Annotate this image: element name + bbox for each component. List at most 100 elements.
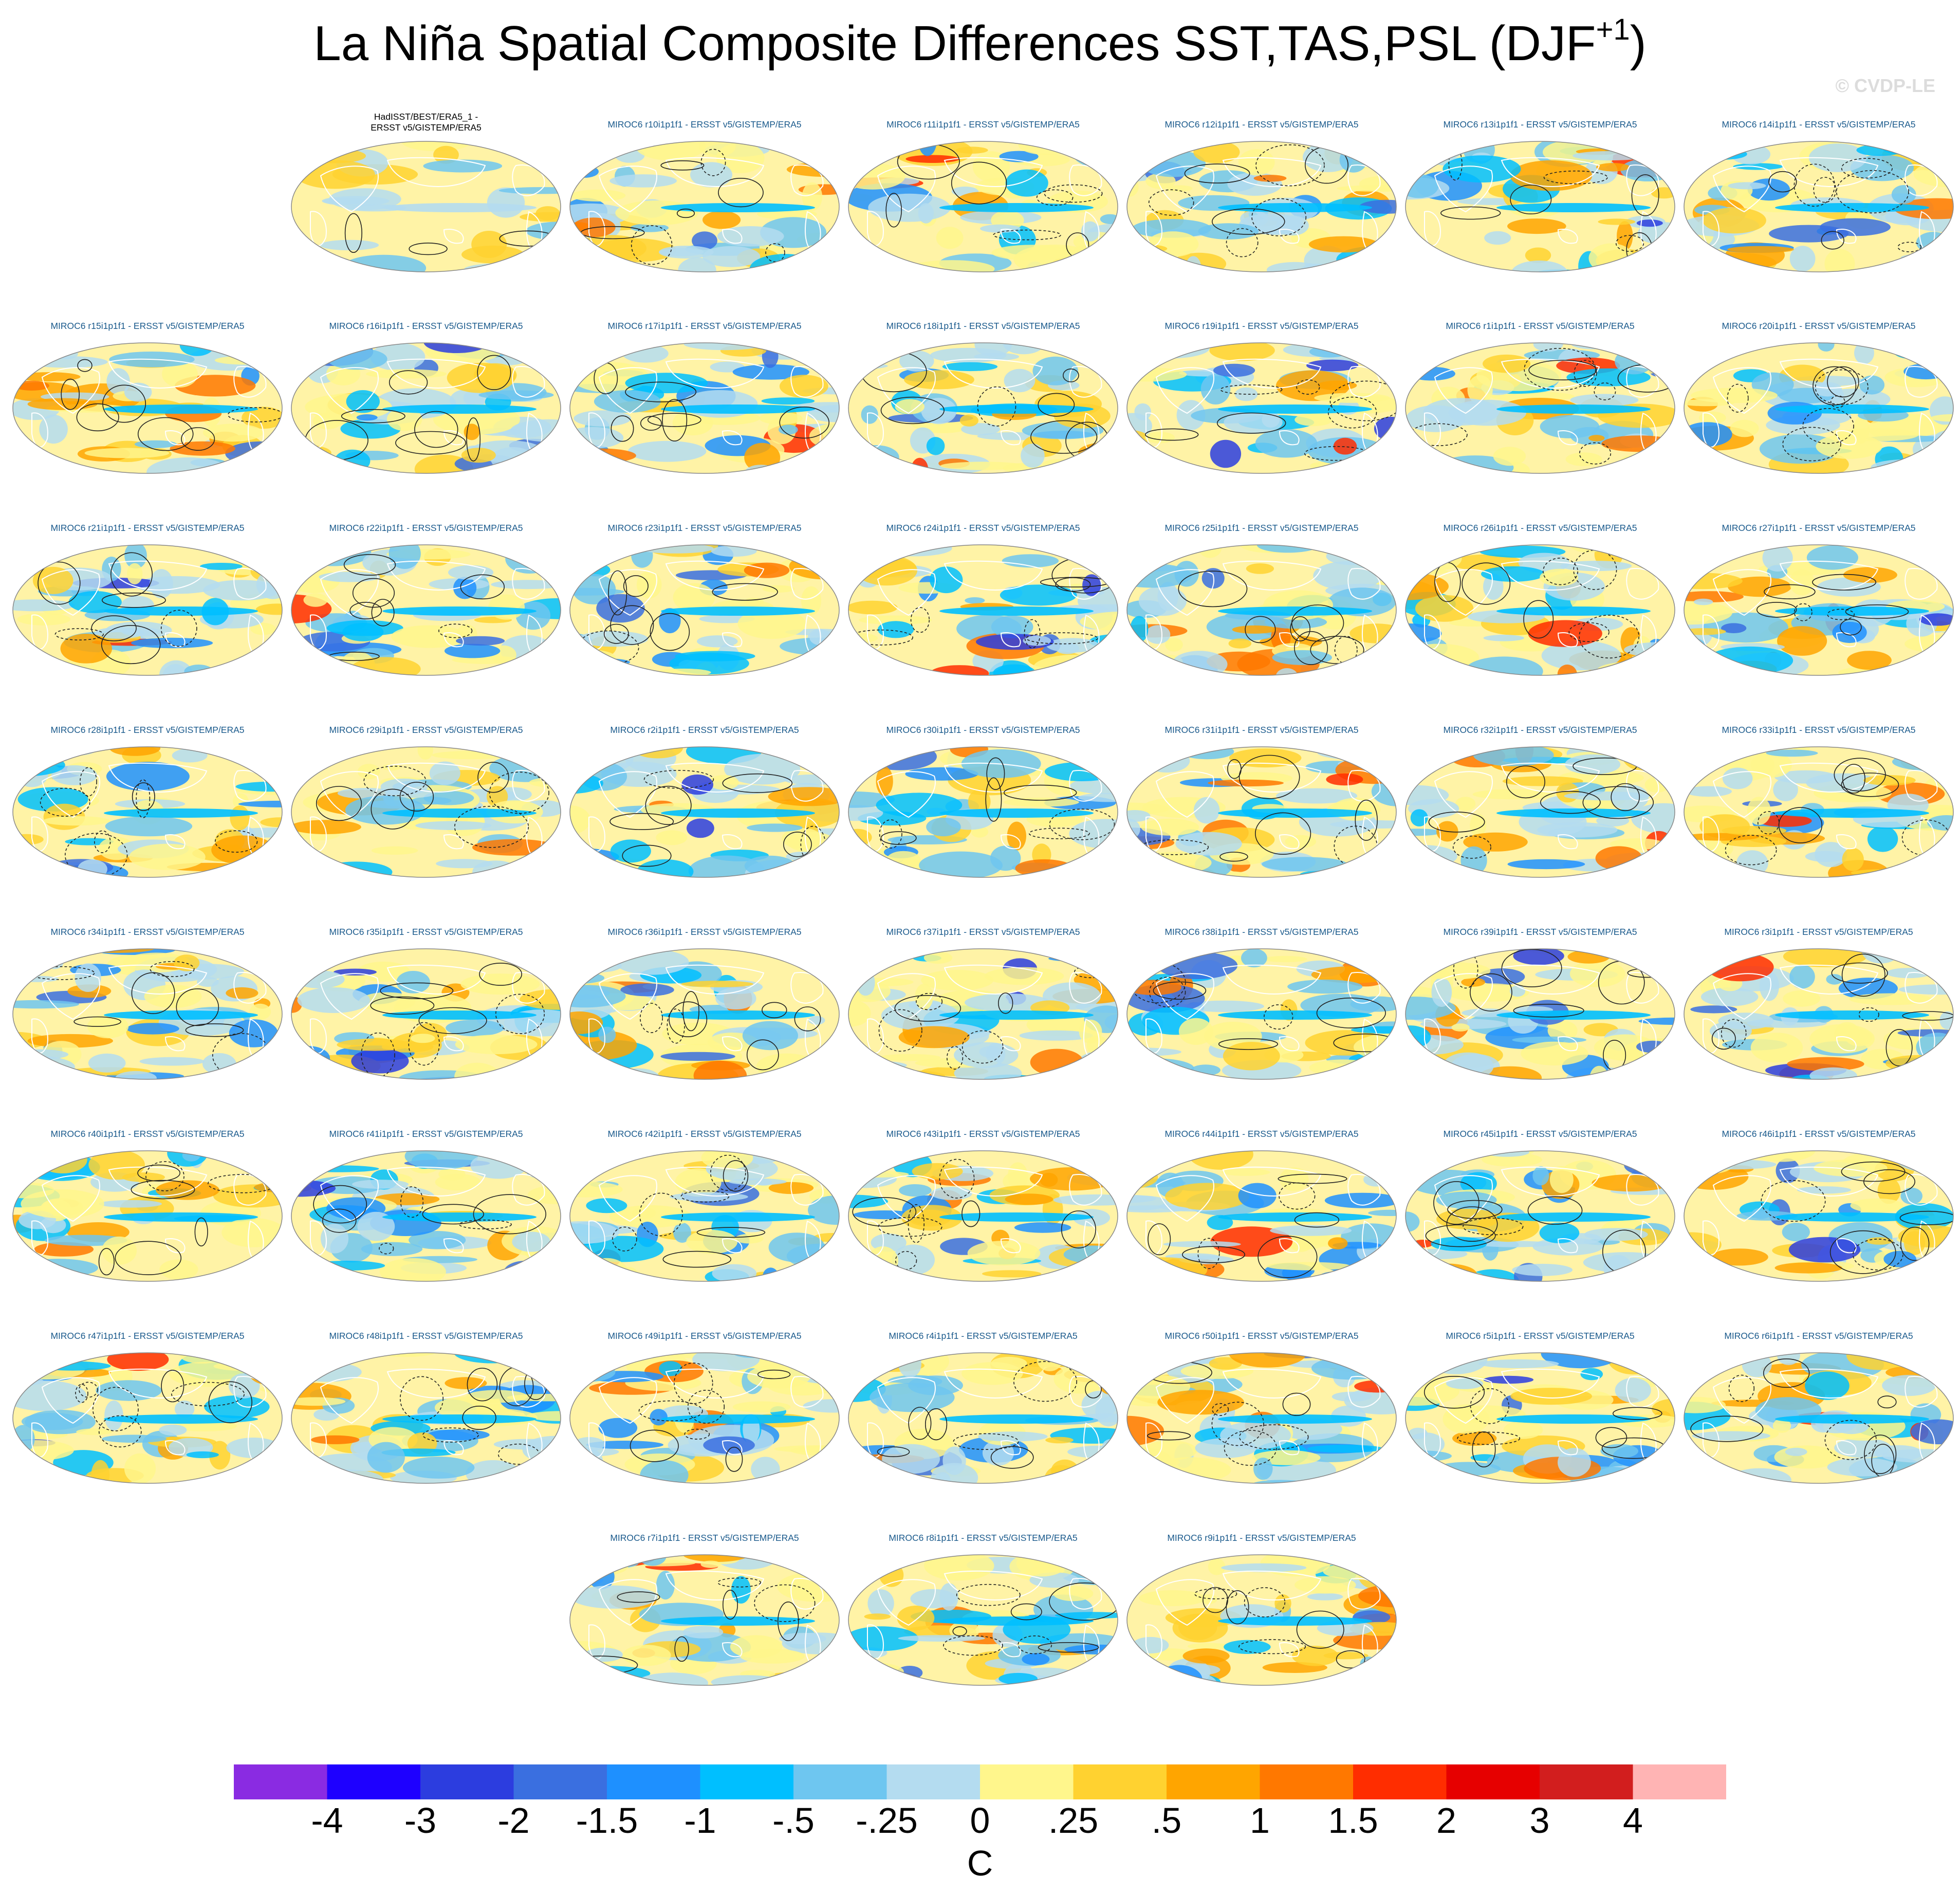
anomaly-blob	[386, 407, 422, 431]
anomaly-blob	[21, 1189, 104, 1219]
anomaly-blob	[481, 949, 547, 957]
anomaly-blob	[905, 155, 960, 163]
anomaly-blob	[1171, 1074, 1207, 1079]
psl-contour	[422, 1204, 484, 1225]
anomaly-blob	[334, 968, 377, 976]
psl-contour	[1440, 206, 1501, 220]
coastline	[41, 367, 100, 414]
anomaly-blob	[319, 572, 380, 582]
anomaly-blob	[703, 1436, 755, 1454]
map-frame	[1126, 1352, 1397, 1484]
anomaly-blob	[1826, 974, 1843, 985]
anomaly-blob	[159, 1259, 198, 1280]
coastline	[867, 211, 884, 246]
anomaly-blob	[734, 1234, 764, 1244]
anomaly-blob	[1470, 814, 1487, 837]
colorbar-tick-label: -2	[497, 1800, 530, 1841]
anomaly-blob	[1684, 949, 1703, 969]
anomaly-blob	[968, 789, 991, 814]
map-frame	[12, 544, 283, 676]
coastline	[1279, 1440, 1300, 1456]
coastline	[867, 614, 884, 650]
psl-contour	[647, 413, 701, 427]
panel-title-line: MIROC6 r18i1p1f1 - ERSST v5/GISTEMP/ERA5	[886, 321, 1080, 331]
coastline	[588, 412, 605, 448]
coastline	[1501, 560, 1600, 591]
global-map	[1684, 141, 1954, 272]
coastline	[108, 1166, 208, 1197]
coastline	[1557, 1036, 1578, 1052]
map-frame	[1684, 1150, 1954, 1282]
anomaly-blob	[908, 260, 995, 272]
panel-title-line: HadISST/BEST/ERA5_1 -	[374, 112, 478, 122]
psl-contour	[611, 415, 634, 442]
anomaly-blob	[570, 1059, 585, 1070]
cold-tongue	[104, 1010, 258, 1020]
anomaly-blob	[1759, 971, 1779, 1001]
psl-contour	[1877, 1395, 1897, 1409]
anomaly-blob	[650, 1409, 668, 1426]
panel-title: MIROC6 r17i1p1f1 - ERSST v5/GISTEMP/ERA5	[568, 321, 841, 332]
anomaly-blob	[1458, 1353, 1482, 1361]
anomaly-blob	[423, 159, 503, 173]
map-panel: MIROC6 r28i1p1f1 - ERSST v5/GISTEMP/ERA5	[11, 725, 284, 926]
anomaly-blob	[232, 1264, 282, 1281]
panel-title-line: MIROC6 r42i1p1f1 - ERSST v5/GISTEMP/ERA5	[607, 1129, 802, 1139]
anomaly-blob	[898, 1026, 970, 1048]
global-map	[848, 1352, 1118, 1484]
psl-contour	[75, 1384, 88, 1403]
psl-contour	[185, 1023, 244, 1037]
global-map	[1405, 746, 1675, 878]
map-frame	[1126, 1554, 1397, 1686]
psl-contour	[341, 409, 405, 424]
global-map	[569, 1352, 840, 1484]
anomaly-blob	[806, 144, 839, 169]
anomaly-blob	[1406, 747, 1429, 757]
anomaly-blob	[1134, 403, 1151, 420]
anomaly-blob	[1651, 187, 1675, 199]
global-map	[848, 141, 1118, 272]
anomaly-blob	[807, 545, 839, 551]
map-frame	[569, 746, 840, 878]
coastline	[722, 1036, 743, 1052]
psl-contour	[181, 427, 215, 451]
map-frame	[1126, 948, 1397, 1080]
global-map	[1126, 746, 1397, 878]
anomaly-blob	[1431, 1237, 1487, 1252]
map-panel: MIROC6 r16i1p1f1 - ERSST v5/GISTEMP/ERA5	[290, 321, 562, 522]
anomaly-blob	[134, 440, 177, 448]
psl-contour	[643, 770, 714, 789]
panel-title-line: MIROC6 r2i1p1f1 - ERSST v5/GISTEMP/ERA5	[610, 725, 799, 735]
psl-contour	[1216, 412, 1286, 434]
anomaly-blob	[1688, 1151, 1736, 1174]
anomaly-blob	[1684, 1396, 1726, 1413]
cold-tongue	[104, 808, 258, 818]
cold-tongue	[1218, 203, 1372, 212]
panel-title: MIROC6 r26i1p1f1 - ERSST v5/GISTEMP/ERA5	[1404, 523, 1676, 533]
map-frame	[1405, 544, 1675, 676]
colorbar-swatch	[980, 1764, 1074, 1799]
anomaly-blob	[1369, 468, 1396, 473]
anomaly-blob	[793, 1470, 838, 1479]
anomaly-blob	[1053, 1365, 1107, 1394]
anomaly-blob	[1410, 809, 1428, 826]
anomaly-blob	[1774, 1262, 1842, 1274]
anomaly-blob	[371, 846, 418, 855]
coastline	[867, 1018, 884, 1054]
anomaly-blob	[702, 211, 741, 229]
anomaly-blob	[1843, 567, 1897, 583]
anomaly-blob	[867, 1246, 898, 1276]
psl-contour	[1279, 1182, 1316, 1210]
coastline	[1000, 430, 1021, 446]
psl-contour	[1900, 1226, 1930, 1261]
anomaly-blob	[954, 1042, 1019, 1068]
psl-contour	[145, 1161, 184, 1191]
anomaly-blob	[1854, 343, 1874, 364]
anomaly-blob	[1078, 793, 1118, 802]
anomaly-blob	[1241, 949, 1267, 968]
anomaly-blob	[204, 1395, 270, 1419]
anomaly-blob	[446, 1019, 504, 1037]
anomaly-blob	[1684, 1274, 1714, 1281]
figure-title-superscript: +1	[1596, 13, 1630, 46]
psl-contour	[150, 961, 195, 977]
